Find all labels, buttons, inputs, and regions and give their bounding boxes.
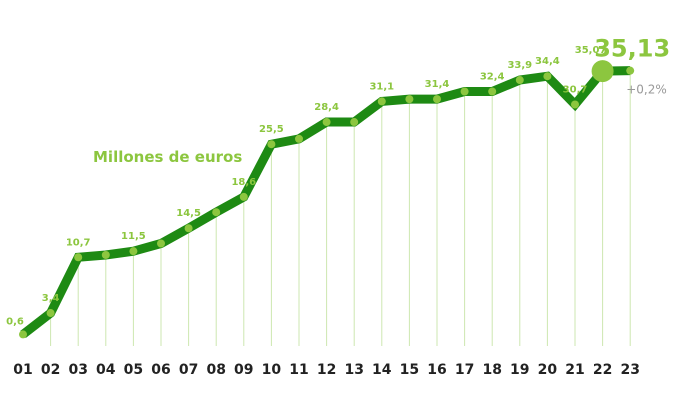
final-value-label: 35,13 <box>594 35 670 63</box>
x-tick-16: 16 <box>427 362 446 378</box>
data-marker-12 <box>322 118 331 127</box>
data-marker-21 <box>571 100 579 109</box>
final-change-label: +0,2% <box>626 83 667 97</box>
data-label-18: 32,4 <box>480 72 505 83</box>
data-label-19: 33,9 <box>507 60 532 71</box>
data-marker-05 <box>129 247 138 256</box>
data-label-12: 28,4 <box>314 102 339 113</box>
data-label-16: 31,4 <box>425 79 450 90</box>
x-tick-22: 22 <box>593 362 612 378</box>
gridlines <box>50 70 631 346</box>
x-tick-23: 23 <box>620 362 639 378</box>
x-tick-11: 11 <box>289 362 308 378</box>
data-marker-15 <box>405 95 414 104</box>
x-axis-ticks: 01 02 03 04 05 06 07 08 09 10 11 12 13 14 15 16 17 18 19 20… <box>13 362 640 378</box>
data-marker-23 <box>626 66 635 75</box>
data-marker-06 <box>157 239 165 248</box>
x-tick-06: 06 <box>151 362 170 378</box>
data-marker-20 <box>543 72 552 81</box>
x-tick-19: 19 <box>510 362 529 378</box>
x-tick-02: 02 <box>41 362 60 378</box>
data-label-09: 18,6 <box>231 177 256 188</box>
data-label-02: 3,4 <box>42 293 60 304</box>
data-marker-18 <box>488 87 497 96</box>
data-marker-03 <box>74 253 83 262</box>
data-marker-19 <box>515 76 524 85</box>
x-tick-01: 01 <box>13 362 32 378</box>
data-marker-07 <box>184 224 193 233</box>
data-marker-10 <box>267 140 276 149</box>
data-label-14: 31,1 <box>369 81 394 92</box>
data-label-01: 0,6 <box>6 316 24 327</box>
data-marker-16 <box>433 95 441 104</box>
data-label-20: 34,4 <box>535 56 560 67</box>
data-label-03: 10,7 <box>66 237 91 248</box>
x-tick-10: 10 <box>262 362 282 378</box>
data-marker-08 <box>212 208 221 217</box>
data-marker-11 <box>295 134 303 143</box>
data-labels: 0,6 3,4 10,7 11,5 14,5 18,6 25,5 28,4 31,1 31,4 32… <box>6 45 606 327</box>
x-tick-05: 05 <box>124 362 143 378</box>
data-marker-04 <box>101 250 110 259</box>
x-tick-20: 20 <box>538 362 558 378</box>
data-label-10: 25,5 <box>259 124 284 135</box>
data-label-07: 14,5 <box>176 208 201 219</box>
highlight-marker <box>591 60 614 83</box>
data-marker-01 <box>19 330 27 339</box>
data-marker-13 <box>350 118 359 127</box>
data-marker-09 <box>239 192 248 201</box>
x-tick-21: 21 <box>565 362 584 378</box>
x-tick-15: 15 <box>400 362 419 378</box>
x-tick-03: 03 <box>68 362 87 378</box>
x-tick-07: 07 <box>179 362 198 378</box>
x-tick-17: 17 <box>455 362 474 378</box>
data-marker-14 <box>377 97 386 106</box>
data-marker-17 <box>460 87 469 96</box>
x-tick-04: 04 <box>96 362 116 378</box>
x-tick-12: 12 <box>317 362 336 378</box>
x-tick-18: 18 <box>482 362 501 378</box>
data-label-21: 30,7 <box>563 84 588 95</box>
x-tick-13: 13 <box>344 362 363 378</box>
x-tick-09: 09 <box>234 362 253 378</box>
x-tick-14: 14 <box>372 362 392 378</box>
data-markers <box>19 60 635 339</box>
unit-label: Millones de euros <box>93 148 242 166</box>
x-tick-08: 08 <box>206 362 225 378</box>
data-marker-02 <box>46 309 55 318</box>
data-label-05: 11,5 <box>121 231 146 242</box>
data-label-22: 35,07 <box>575 45 607 56</box>
